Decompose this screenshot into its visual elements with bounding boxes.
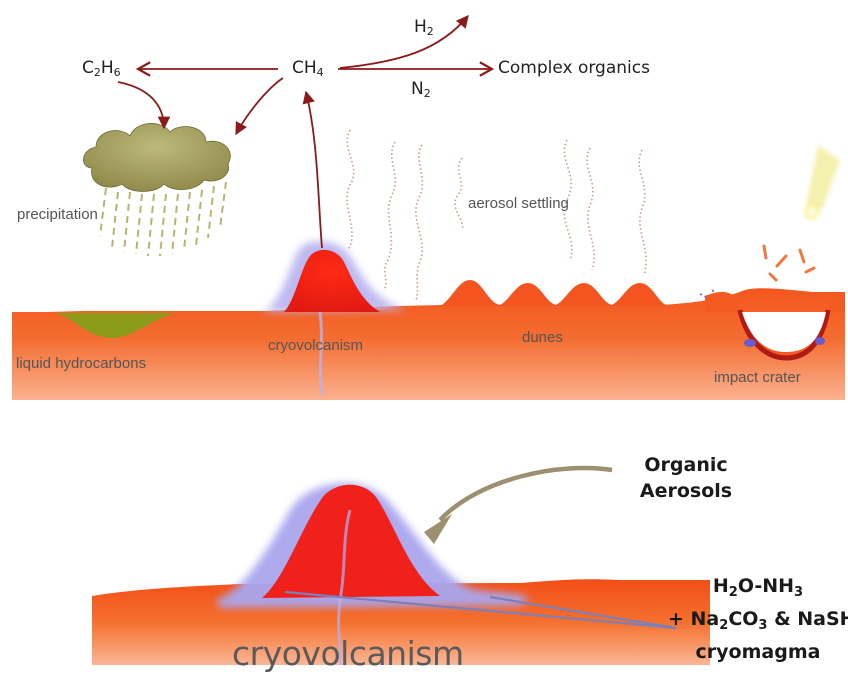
arrow-volcano-to-ch4: [302, 90, 323, 249]
cryomagma-line1: H2O-NH3: [712, 575, 804, 600]
impact-crater-shape: [699, 244, 845, 361]
arrow-to-h2: [339, 15, 469, 69]
arrow-c2h6-to-cloud: [117, 81, 171, 130]
organic-aerosols-label: Organic Aerosols: [639, 454, 733, 502]
zoom-cryovolcano: [216, 483, 530, 666]
precipitation-label: precipitation: [17, 206, 98, 223]
aerosol-squiggles: [346, 129, 647, 301]
impact-crater-label: impact crater: [714, 369, 801, 386]
h2-label: H2: [414, 17, 434, 38]
meteor-icon: [802, 145, 840, 222]
cloud-icon: [83, 123, 231, 192]
cryomagma-line2: + Na2CO3 & NaSH: [668, 608, 848, 633]
dunes-label: dunes: [522, 329, 563, 346]
reaction-arrows: [117, 15, 495, 249]
hydrocarbon-lake: [55, 313, 175, 338]
liquid-hydrocarbons-label: liquid hydrocarbons: [16, 355, 147, 372]
n2-label: N2: [411, 79, 431, 100]
rain-streaks: [99, 181, 227, 257]
cryovolcanism-label: cryovolcanism: [268, 337, 364, 354]
cryomagma-pointer-lines: [284, 590, 677, 630]
cryomagma-label: H2O-NH3 + Na2CO3 & NaSH cryomagma: [668, 573, 848, 665]
zoom-cryovolcanism-label: cryovolcanism: [232, 634, 464, 673]
complex-organics-label: Complex organics: [498, 58, 650, 78]
aerosol-settling-label: aerosol settling: [468, 195, 569, 212]
titan-surface: [12, 288, 845, 400]
cryomagma-line3: cryomagma: [695, 641, 821, 663]
top-cryovolcano: [262, 241, 408, 396]
ch4-label: CH4: [292, 58, 324, 79]
dune-shapes: [440, 280, 668, 306]
arrow-ch4-to-cloud: [235, 77, 284, 136]
organic-aerosols-arrow: [438, 465, 613, 522]
c2h6-label: C2H6: [82, 58, 121, 79]
